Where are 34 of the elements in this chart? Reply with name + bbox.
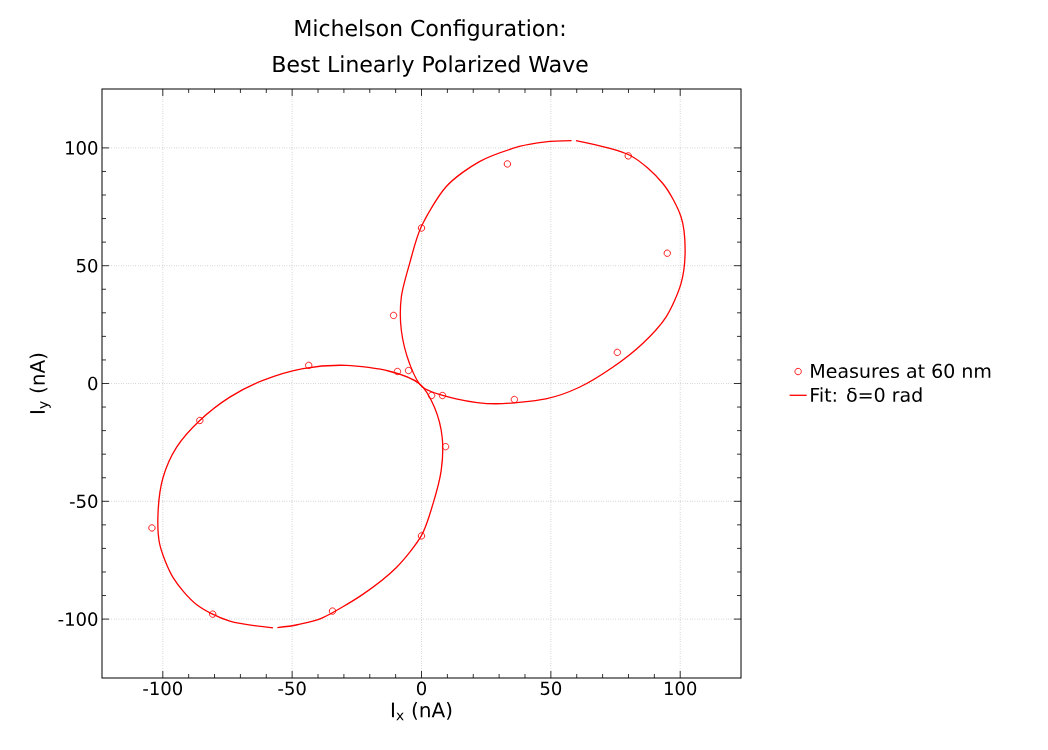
point (417, 532, 426, 540)
point (503, 160, 512, 168)
chart-subtitle: Best Linearly Polarized Wave (273, 55, 588, 77)
point (305, 361, 313, 370)
point (441, 442, 450, 451)
legend-label: Fit: δ=0 rad (811, 387, 922, 403)
point (613, 348, 621, 357)
y-tick-label: 50 (76, 258, 98, 273)
y-tick-label: 0 (88, 376, 98, 391)
x-tick-label: -50 (278, 681, 306, 696)
point (328, 607, 337, 615)
chart-title: Michelson Configuration: (295, 19, 565, 41)
y-axis-title: I$_{y}$ (nA) (29, 353, 51, 414)
point (196, 416, 204, 425)
point (417, 224, 426, 232)
point (438, 391, 447, 400)
point (404, 366, 413, 375)
point (209, 610, 217, 618)
x-tick-label: 100 (665, 681, 697, 696)
x-tick-label: -100 (143, 681, 183, 696)
point (393, 367, 402, 376)
point (427, 391, 436, 400)
y-tick-label: -50 (69, 494, 98, 509)
point (510, 395, 519, 404)
point (389, 311, 398, 320)
x-axis-title: I$_{x}$ (nA) (391, 702, 452, 721)
y-tick-label: -100 (58, 612, 98, 626)
point (148, 524, 156, 532)
point (663, 249, 671, 257)
legend-label: Measures at 60 nm (811, 363, 991, 379)
x-tick-label: 50 (540, 681, 562, 696)
point (624, 152, 632, 160)
x-tick-label: 0 (416, 681, 427, 696)
y-tick-label: 100 (66, 141, 98, 155)
